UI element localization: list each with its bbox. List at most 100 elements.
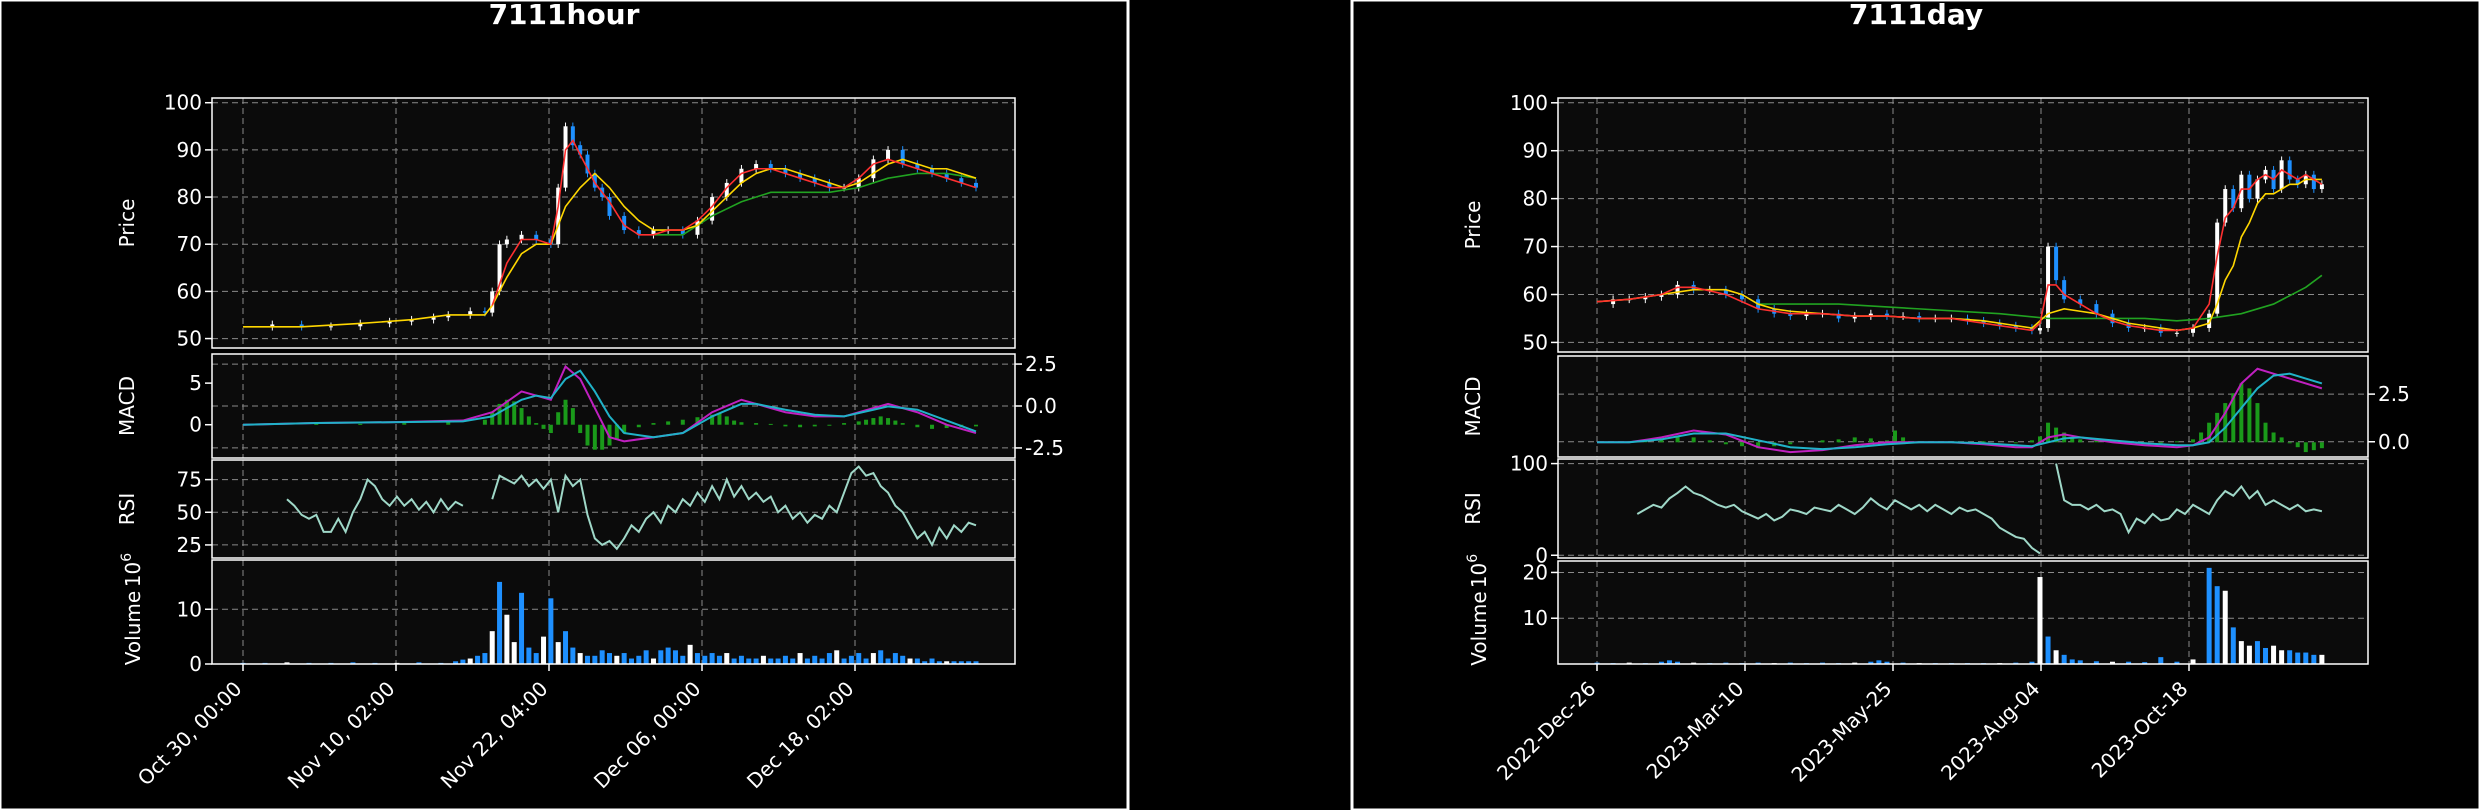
volume-bar (577, 653, 583, 664)
volume-bar (599, 650, 605, 664)
volume-bar (848, 655, 854, 664)
volume-bar (665, 647, 671, 664)
price-tick-label: 100 (164, 91, 202, 115)
candle-body (739, 168, 744, 183)
candle-body (2279, 160, 2284, 190)
macd-histogram-bar (2013, 442, 2018, 444)
macd-histogram-bar (915, 424, 920, 428)
macd-histogram-bar (563, 399, 568, 425)
volume-bar (2214, 586, 2220, 664)
volume-bar (863, 658, 869, 664)
volume-bar (892, 653, 898, 664)
macd-histogram-bar (2037, 436, 2042, 443)
rsi-panel-frame (211, 459, 1016, 559)
volume-bar (592, 655, 598, 664)
volume-bar (834, 650, 840, 664)
price-panel-frame (1557, 97, 2369, 353)
volume-bar (1658, 661, 1664, 664)
macd-histogram-bar (592, 424, 597, 450)
volume-bar (812, 655, 818, 664)
rsi-tick-label: 0 (1535, 543, 1548, 567)
candle-body (768, 164, 773, 169)
candle-body (563, 126, 568, 188)
macd-histogram-bar (1691, 437, 1696, 443)
rsi-line (286, 477, 464, 535)
price-tick-label: 80 (1523, 187, 1548, 211)
volume-bar (628, 658, 634, 664)
macd-histogram-bar (526, 416, 531, 425)
macd-histogram-bar (570, 408, 575, 425)
macd-panel-frame (1557, 355, 2369, 458)
volume-bar (2061, 654, 2067, 664)
candle-body (1739, 294, 1744, 300)
macd-histogram-bar (2174, 441, 2179, 443)
volume-bar (2279, 650, 2285, 664)
volume-bar (914, 658, 920, 664)
macd-histogram-bar (548, 424, 553, 434)
volume-bar (541, 636, 547, 664)
volume-tick-label: 10 (177, 597, 202, 621)
candle-body (2239, 174, 2244, 209)
candle-body (409, 319, 414, 322)
macd-histogram-bar (2287, 442, 2292, 444)
macd-histogram-bar (2199, 432, 2204, 443)
rsi-line (2055, 463, 2323, 535)
volume-tick-label: 0 (189, 652, 202, 676)
rsi-line (1636, 485, 2041, 555)
candle-body (2311, 174, 2316, 190)
volume-bar (966, 661, 972, 664)
macd-histogram-bar (974, 424, 978, 427)
candle-body (1917, 316, 1922, 319)
volume-bar (790, 658, 796, 664)
volume-bar (768, 658, 774, 664)
volume-bar (563, 631, 569, 664)
macd-histogram-bar (512, 401, 517, 425)
candle-body (1804, 313, 1809, 317)
macd-right-tick-label: 0.0 (2378, 430, 2410, 454)
volume-bar (1876, 660, 1882, 664)
rsi-tick-label: 100 (1510, 452, 1548, 476)
macd-right-tick-label: 2.5 (2378, 382, 2410, 406)
volume-axis-label: Volume (1467, 591, 1491, 665)
macd-histogram-bar (680, 419, 685, 425)
macd-panel-frame (211, 353, 1016, 459)
volume-bar (2029, 661, 2035, 664)
candle-body (299, 324, 304, 327)
candle-body (827, 182, 832, 188)
macd-histogram-bar (2319, 442, 2324, 449)
volume-bar (650, 658, 656, 664)
macd-histogram-bar (2279, 437, 2284, 443)
candle-body (915, 164, 920, 169)
macd-line (1597, 367, 2323, 454)
volume-bar (511, 642, 517, 664)
candle-body (651, 230, 656, 235)
macd-histogram-bar (1901, 437, 1906, 443)
macd-histogram-bar (1723, 442, 1728, 445)
candle-body (1675, 284, 1680, 295)
hour-chart: 7111hour Oct 30, 00:00 Nov 10, 02:00 Nov 2… (115, 0, 1064, 793)
macd-axis-label: MACD (115, 376, 139, 436)
rsi-axis-label: RSI (1461, 492, 1485, 525)
volume-bar (672, 650, 678, 664)
volume-bar (907, 658, 913, 664)
moving-average-ma-mid (1596, 178, 2322, 332)
volume-bar (489, 631, 495, 664)
macd-histogram-bar (1836, 439, 1841, 443)
volume-bar (841, 658, 847, 664)
volume-bar (709, 653, 715, 664)
volume-bar (2230, 627, 2236, 664)
candle-body (944, 173, 949, 179)
candle-body (2215, 222, 2220, 314)
volume-bar (951, 661, 957, 664)
macd-histogram-bar (2295, 442, 2300, 448)
macd-histogram-bar (864, 419, 869, 425)
volume-bar (694, 653, 700, 664)
rsi-panel-background (212, 460, 1015, 558)
macd-histogram-bar (739, 422, 744, 425)
macd-histogram-bar (710, 414, 715, 425)
macd-histogram-bar (1981, 441, 1986, 443)
price-tick-label: 60 (1523, 282, 1548, 306)
macd-histogram-bar (768, 423, 773, 425)
macd-histogram-bar (798, 424, 803, 428)
